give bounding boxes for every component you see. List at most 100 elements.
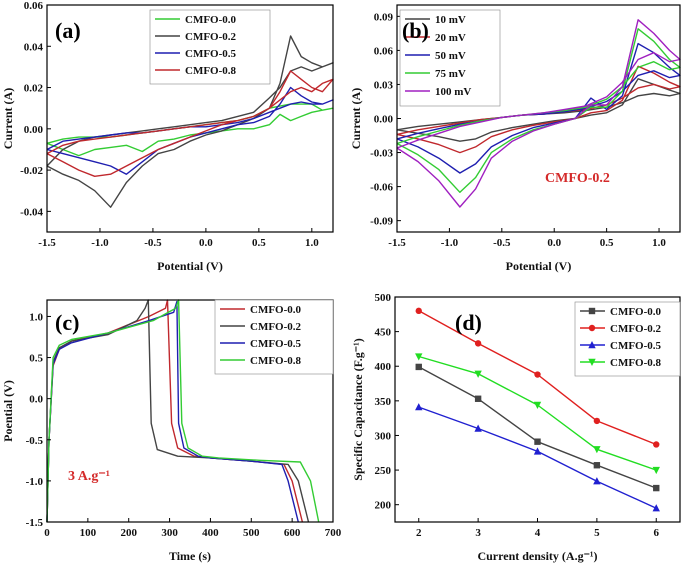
- legend-label: CMFO-0.0: [610, 306, 662, 318]
- marker-square: [474, 395, 482, 402]
- legend-label: CMFO-0.8: [250, 355, 302, 367]
- legend-label: 50 mV: [435, 50, 466, 62]
- y-tick-label: -0.09: [370, 216, 393, 228]
- x-tick-label: 400: [202, 527, 219, 539]
- legend: 10 mV 20 mV 50 mV 75 mV 100 mV: [399, 9, 501, 107]
- marker-circle: [415, 307, 422, 315]
- panel-3: 0 100 200 300 400 500 600 700 -1.5 -1.0 -0.5 0.0 0.5…: [1, 299, 342, 563]
- x-tick-label: -1.5: [38, 237, 56, 249]
- legend-label: 75 mV: [435, 68, 466, 80]
- legend-label: CMFO-0.0: [250, 304, 302, 316]
- y-tick-label: 300: [375, 430, 392, 442]
- y-tick-label: 0.00: [374, 114, 394, 126]
- legend-box: [399, 9, 501, 107]
- panel-tag: (a): [55, 18, 81, 43]
- panel-tag: (d): [455, 310, 482, 335]
- marker-triangle-up: [588, 341, 596, 349]
- legend-label: CMFO-0.2: [250, 321, 302, 333]
- legend-label: 20 mV: [435, 32, 466, 44]
- x-axis-title: Current density (A.g⁻¹): [477, 549, 597, 563]
- y-tick-label: 200: [375, 500, 392, 512]
- x-axis-title: Potential (V): [157, 259, 223, 273]
- legend-label: CMFO-0.5: [185, 48, 237, 60]
- y-tick-label: -0.06: [370, 182, 393, 194]
- legend-label: CMFO-0.5: [250, 338, 302, 350]
- legend-label: CMFO-0.8: [185, 65, 237, 77]
- y-tick-label: 0.09: [374, 11, 394, 23]
- x-tick-label: -1.5: [388, 237, 406, 249]
- marker-triangle-up: [474, 424, 482, 432]
- y-tick-label: -0.04: [20, 206, 43, 218]
- y-tick-label: 400: [375, 361, 392, 373]
- x-tick-label: -0.5: [144, 237, 162, 249]
- series-line: [396, 19, 681, 208]
- x-tick-label: 1.0: [652, 237, 666, 249]
- y-tick-label: 0.03: [374, 79, 394, 91]
- marker-circle: [593, 417, 601, 425]
- x-tick-label: 0.0: [547, 237, 561, 249]
- y-tick-label: 0.0: [29, 394, 43, 406]
- marker-triangle-down: [415, 353, 423, 361]
- legend-label: CMFO-0.2: [610, 323, 662, 335]
- x-tick-label: 700: [325, 527, 342, 539]
- legend-label: 100 mV: [435, 86, 471, 98]
- marker-triangle-up: [593, 477, 601, 485]
- marker-triangle-down: [588, 358, 596, 366]
- y-tick-label: 0.04: [24, 41, 44, 53]
- legend: CMFO-0.0 CMFO-0.2 CMFO-0.5 CMFO-0.8: [214, 299, 334, 375]
- x-tick-label: 0.0: [199, 237, 213, 249]
- panel-tag: (b): [402, 18, 429, 43]
- y-axis-title: Current (A): [349, 88, 363, 149]
- legend: CMFO-0.0 CMFO-0.2 CMFO-0.5 CMFO-0.8: [574, 301, 681, 377]
- x-tick-label: 4: [535, 527, 541, 539]
- y-tick-label: 0.5: [29, 353, 43, 365]
- x-tick-label: 5: [594, 527, 600, 539]
- series-line: [46, 300, 299, 523]
- marker-triangle-down: [593, 446, 601, 454]
- legend-label: CMFO-0.0: [185, 14, 237, 26]
- legend-label: 10 mV: [435, 14, 466, 26]
- x-tick-label: 3: [475, 527, 481, 539]
- y-axis-title: Current (A): [1, 88, 15, 149]
- x-axis-title: Potential (V): [506, 259, 572, 273]
- legend: CMFO-0.0 CMFO-0.2 CMFO-0.5 CMFO-0.8: [149, 9, 271, 85]
- marker-triangle-down: [474, 370, 482, 378]
- panel-1: -1.5 -1.0 -0.5 0.0 0.5 1.0 -0.04 -0.02 0.00 0.02 0…: [1, 0, 334, 273]
- panel-tag: (c): [55, 310, 79, 335]
- series-line: [46, 86, 334, 175]
- x-tick-label: 0: [44, 527, 50, 539]
- marker-square: [593, 462, 601, 469]
- marker-circle: [588, 324, 596, 332]
- x-tick-label: 6: [654, 527, 660, 539]
- x-tick-label: 0.5: [252, 237, 266, 249]
- panel-4: 2 3 4 5 6 200 250 300 350 400 450 500 Current densit…: [351, 292, 681, 563]
- x-tick-label: 1.0: [305, 237, 319, 249]
- series-line: [418, 366, 657, 489]
- marker-square: [534, 438, 541, 445]
- x-tick-label: 2: [416, 527, 422, 539]
- marker-square: [653, 484, 660, 492]
- x-tick-label: 600: [284, 527, 301, 539]
- y-tick-label: -0.02: [20, 165, 43, 177]
- y-tick-label: -1.0: [26, 476, 44, 488]
- y-axis-title: Specific Capacitance (F.g⁻¹): [351, 338, 365, 480]
- y-tick-label: 500: [375, 292, 392, 304]
- y-tick-label: 0.00: [24, 124, 44, 136]
- y-tick-label: -0.5: [26, 435, 44, 447]
- y-tick-label: 1.0: [29, 311, 43, 323]
- x-tick-label: 500: [243, 527, 260, 539]
- y-tick-label: 0.02: [24, 83, 44, 95]
- y-tick-label: 0.06: [374, 45, 394, 57]
- marker-square: [415, 363, 422, 371]
- x-axis-title: Time (s): [169, 549, 211, 563]
- y-tick-label: -1.5: [26, 517, 44, 529]
- y-tick-label: 350: [375, 396, 392, 408]
- y-axis-title: Poential (V): [1, 380, 15, 442]
- x-tick-label: 100: [80, 527, 97, 539]
- marker-circle: [653, 441, 660, 448]
- legend-box: [149, 9, 271, 85]
- legend-box: [214, 299, 334, 375]
- x-tick-label: 200: [120, 527, 137, 539]
- marker-triangle-up: [652, 504, 660, 512]
